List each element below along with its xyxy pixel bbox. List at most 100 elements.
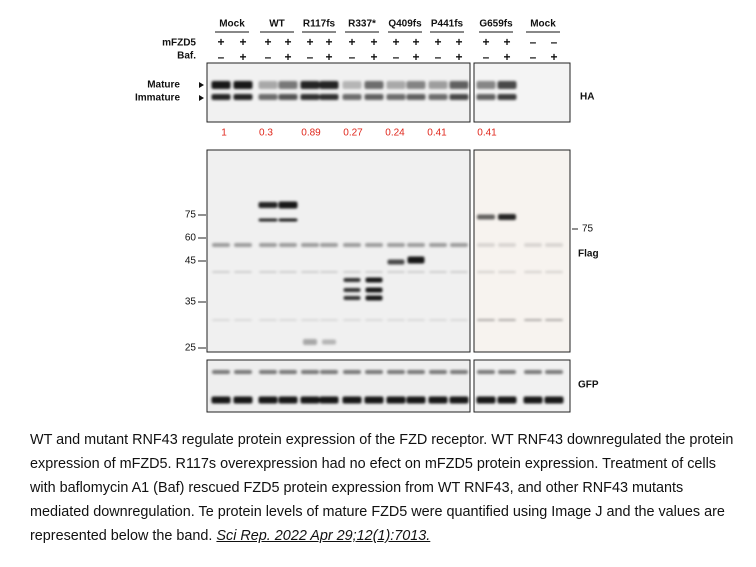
gfp-panel-left: [206, 359, 471, 413]
sign: –: [265, 50, 272, 64]
sign: +: [284, 35, 291, 49]
quantification: 0.24: [385, 128, 405, 139]
bands: [211, 81, 564, 404]
band: [303, 339, 317, 345]
marker-label: 25: [185, 343, 197, 354]
band: [387, 259, 405, 265]
band: [476, 396, 496, 404]
band: [498, 214, 516, 220]
group-label: WT: [269, 19, 285, 30]
sign: –: [349, 50, 356, 64]
sign: +: [455, 50, 462, 64]
citation-link[interactable]: Sci Rep. 2022 Apr 29;12(1):7013.: [216, 528, 431, 544]
band: [278, 94, 298, 100]
band: [429, 370, 447, 374]
band: [320, 370, 338, 374]
band: [387, 243, 405, 247]
quantification: 0.3: [259, 128, 273, 139]
band: [429, 243, 447, 247]
sign: +: [412, 50, 419, 64]
sign: –: [551, 35, 558, 49]
band: [343, 243, 361, 247]
marker-label: 60: [185, 233, 197, 244]
band: [300, 94, 320, 100]
band: [300, 396, 320, 404]
sign: +: [482, 35, 489, 49]
band: [498, 271, 516, 273]
sign: +: [306, 35, 313, 49]
band: [279, 319, 297, 321]
band: [386, 396, 406, 404]
band: [497, 396, 517, 404]
band: [545, 370, 563, 374]
band: [258, 202, 278, 208]
band: [498, 370, 516, 374]
band: [343, 271, 361, 273]
sign: +: [370, 35, 377, 49]
band: [545, 243, 563, 247]
band: [497, 81, 517, 89]
band: [320, 271, 338, 273]
group-label: Mock: [219, 19, 245, 30]
band: [477, 243, 495, 247]
sign: +: [239, 35, 246, 49]
band: [544, 396, 564, 404]
panels: [206, 62, 571, 413]
band: [386, 94, 406, 100]
band: [365, 287, 383, 293]
row-label: Baf.: [177, 51, 196, 62]
band: [301, 271, 319, 273]
band-label: Immature: [135, 93, 180, 104]
quantification: 0.89: [301, 128, 321, 139]
sign: –: [393, 50, 400, 64]
band: [429, 271, 447, 273]
band: [259, 319, 277, 321]
band: [322, 339, 336, 345]
band: [234, 319, 252, 321]
band: [319, 396, 339, 404]
band: [342, 94, 362, 100]
band: [259, 243, 277, 247]
sign: –: [435, 50, 442, 64]
blot-figure: Mature Immature HA Flag GFP 75 Mock WT R11…: [135, 19, 599, 413]
band: [449, 396, 469, 404]
band: [300, 81, 320, 89]
band: [450, 271, 468, 273]
band: [320, 243, 338, 247]
band: [342, 396, 362, 404]
band: [524, 319, 542, 321]
ha-panel-right: [473, 62, 571, 123]
marker-label: 45: [185, 256, 197, 267]
band: [406, 94, 426, 100]
band: [301, 370, 319, 374]
band: [278, 218, 298, 222]
sign: +: [503, 50, 510, 64]
sign: +: [370, 50, 377, 64]
band: [524, 370, 542, 374]
band: [386, 81, 406, 89]
band: [259, 271, 277, 273]
band: [406, 81, 426, 89]
band: [449, 81, 469, 89]
band: [476, 81, 496, 89]
flag-panel-right: [473, 149, 571, 353]
sign: +: [550, 50, 557, 64]
band: [364, 396, 384, 404]
band: [234, 271, 252, 273]
band: [343, 278, 361, 282]
band: [301, 243, 319, 247]
panel-label: GFP: [578, 380, 599, 391]
band: [476, 94, 496, 100]
band: [428, 94, 448, 100]
band: [407, 319, 425, 321]
band: [387, 271, 405, 273]
band: [449, 94, 469, 100]
band: [365, 243, 383, 247]
band: [343, 370, 361, 374]
quantification: 0.41: [427, 128, 447, 139]
sign: +: [284, 50, 291, 64]
band: [524, 271, 542, 273]
band: [497, 94, 517, 100]
band: [278, 81, 298, 89]
caption-text: WT and mutant RNF43 regulate protein exp…: [30, 432, 734, 544]
